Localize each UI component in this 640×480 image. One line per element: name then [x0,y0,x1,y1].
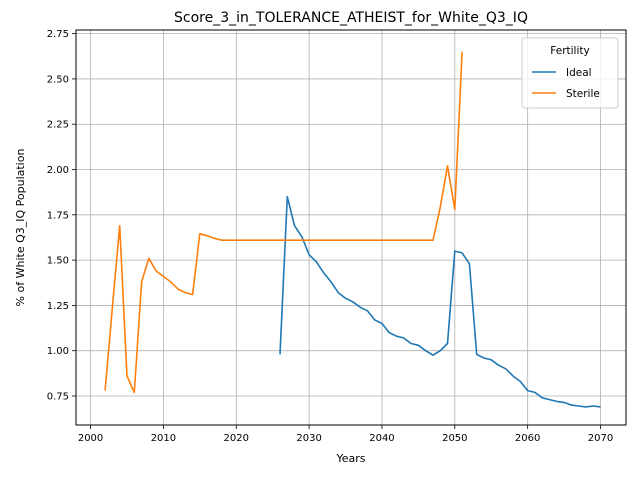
series-lines [104,51,601,408]
y-tick-label: 0.75 [47,392,69,403]
y-tick-label: 1.25 [47,301,69,312]
legend-items: Ideal Sterile [532,67,600,100]
x-tick-label: 2070 [588,433,613,444]
y-tick-label: 2.00 [47,165,69,176]
y-tick-label: 1.50 [47,256,69,267]
legend-box [521,37,619,109]
x-tick-label: 2050 [442,433,467,444]
x-tick-label: 2020 [224,433,249,444]
legend-title: Fertility [550,45,589,57]
y-tick-label: 2.75 [47,29,69,40]
x-tick-label: 2040 [369,433,394,444]
y-axis-ticks: 0.75 1.00 1.25 1.50 1.75 2.00 2.25 2.50 2.75 [47,29,76,403]
legend: Fertility Ideal Sterile [521,37,619,109]
series-line-ideal [279,195,601,408]
x-tick-label: 2000 [78,433,103,444]
x-axis-ticks: 2000 2010 2020 2030 2040 2050 2060 2070 [78,425,613,444]
y-tick-label: 2.25 [47,120,69,131]
x-tick-label: 2030 [296,433,321,444]
chart-title: Score_3_in_TOLERANCE_ATHEIST_for_White_Q… [174,10,528,26]
y-tick-label: 1.75 [47,210,69,221]
y-tick-label: 2.50 [47,74,69,85]
y-axis-label: % of White Q3_IQ Population [14,149,27,307]
legend-label-ideal: Ideal [566,67,592,79]
legend-label-sterile: Sterile [566,88,600,100]
y-tick-label: 1.00 [47,346,69,357]
plot-frame [75,29,627,426]
x-tick-label: 2060 [515,433,540,444]
series-line-sterile [104,51,463,394]
x-tick-label: 2010 [151,433,176,444]
x-axis-label: Years [335,452,365,465]
